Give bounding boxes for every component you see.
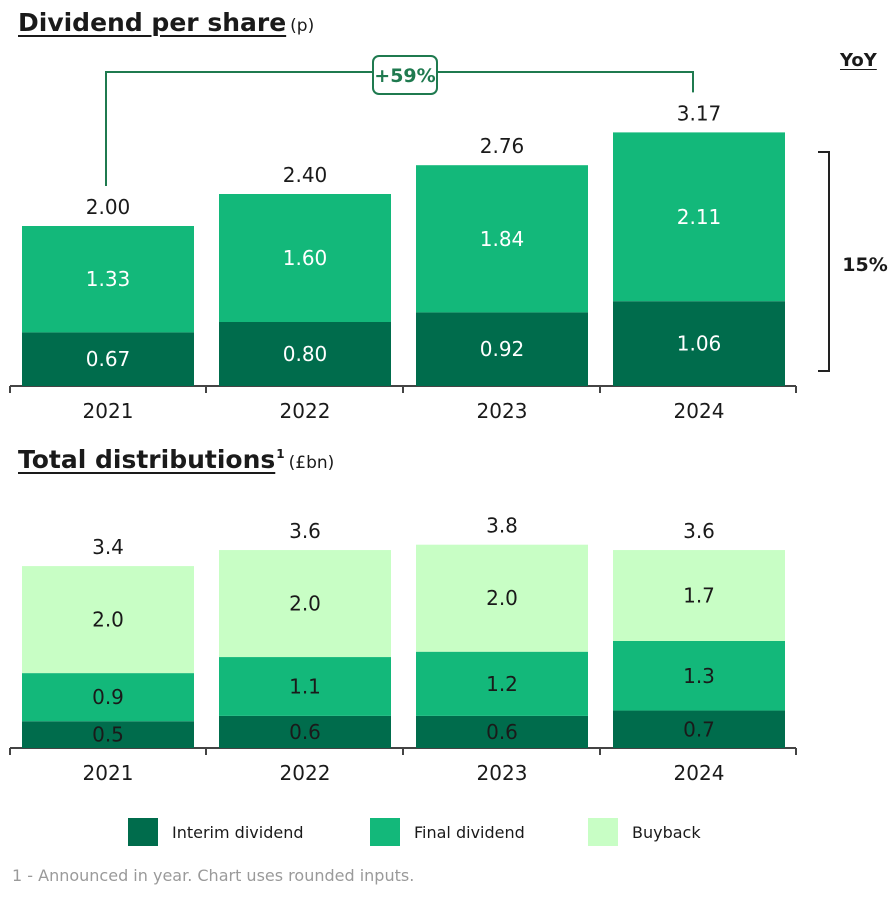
chart1-category-label-2023: 2023 xyxy=(477,399,528,423)
chart1-data-label-final-dividend-2024: 2.11 xyxy=(677,205,722,229)
dps-unit: (p) xyxy=(290,16,315,36)
legend-item-buyback: Buyback xyxy=(588,818,701,846)
chart2-total-label-2023: 3.8 xyxy=(486,514,518,538)
dist-title-footnote-mark: 1 xyxy=(276,447,285,461)
chart1-bar-final-dividend-2023 xyxy=(416,165,588,313)
footnote: 1 - Announced in year. Chart uses rounde… xyxy=(12,866,415,885)
legend-item-final: Final dividend xyxy=(370,818,525,846)
legend-item-interim: Interim dividend xyxy=(128,818,303,846)
chart2-data-label-final-dividend-2021: 0.9 xyxy=(92,685,124,709)
chart1-total-label-2024: 3.17 xyxy=(677,101,722,125)
chart2-data-label-final-dividend-2022: 1.1 xyxy=(289,674,321,698)
chart2-category-label-2024: 2024 xyxy=(674,761,725,785)
chart2-data-label-final-dividend-2024: 1.3 xyxy=(683,664,715,688)
chart1-bar-interim-dividend-2021 xyxy=(22,332,194,386)
chart2-bar-buyback-2022 xyxy=(219,550,391,658)
chart1-total-label-2021: 2.00 xyxy=(86,195,131,219)
chart2-category-label-2022: 2022 xyxy=(280,761,331,785)
chart1-data-label-final-dividend-2022: 1.60 xyxy=(283,246,328,270)
legend-label-final: Final dividend xyxy=(414,822,525,842)
chart2-data-label-buyback-2021: 2.0 xyxy=(92,608,124,632)
chart2-data-label-buyback-2023: 2.0 xyxy=(486,586,518,610)
chart2-data-label-final-dividend-2023: 1.2 xyxy=(486,672,518,696)
chart2-bar-interim-dividend-2022 xyxy=(219,715,391,748)
chart1-category-label-2021: 2021 xyxy=(83,399,134,423)
growth-badge-box xyxy=(372,55,438,95)
growth-badge-label: +59% xyxy=(374,65,435,87)
dps-chart-title: Dividend per share (p) xyxy=(18,8,314,37)
chart1-total-label-2022: 2.40 xyxy=(283,163,328,187)
chart1-data-label-interim-dividend-2022: 0.80 xyxy=(283,342,328,366)
chart2-total-label-2022: 3.6 xyxy=(289,519,321,543)
chart2-bar-final-dividend-2022 xyxy=(219,657,391,716)
chart2-data-label-buyback-2022: 2.0 xyxy=(289,592,321,616)
legend-swatch-interim xyxy=(128,818,158,846)
legend-label-interim: Interim dividend xyxy=(172,822,304,842)
chart2-data-label-interim-dividend-2021: 0.5 xyxy=(92,723,124,747)
chart2-data-label-interim-dividend-2023: 0.6 xyxy=(486,720,518,744)
chart1-data-label-final-dividend-2023: 1.84 xyxy=(480,227,525,251)
chart2-data-label-buyback-2024: 1.7 xyxy=(683,584,715,608)
chart1-data-label-interim-dividend-2024: 1.06 xyxy=(677,332,722,356)
yoy-bracket-line xyxy=(818,151,830,372)
chart1-bar-final-dividend-2022 xyxy=(219,194,391,322)
legend-swatch-final xyxy=(370,818,400,846)
chart1-data-label-interim-dividend-2021: 0.67 xyxy=(86,347,131,371)
chart2-data-label-interim-dividend-2024: 0.7 xyxy=(683,717,715,741)
chart2-category-label-2021: 2021 xyxy=(83,761,134,785)
chart2-bar-interim-dividend-2024 xyxy=(613,710,785,748)
chart2-bar-buyback-2024 xyxy=(613,550,785,641)
chart1-data-label-interim-dividend-2023: 0.92 xyxy=(480,337,525,361)
chart1-data-label-final-dividend-2021: 1.33 xyxy=(86,267,131,291)
chart2-bar-final-dividend-2023 xyxy=(416,651,588,716)
chart2-total-label-2024: 3.6 xyxy=(683,519,715,543)
chart1-total-label-2023: 2.76 xyxy=(480,134,525,158)
chart2-bar-buyback-2023 xyxy=(416,544,588,652)
dist-chart-title: Total distributions1 (£bn) xyxy=(18,445,334,474)
chart1-bar-interim-dividend-2024 xyxy=(613,301,785,386)
dist-unit: (£bn) xyxy=(288,453,335,473)
chart1-bar-final-dividend-2021 xyxy=(22,226,194,333)
chart1-bar-final-dividend-2024 xyxy=(613,132,785,302)
dps-title-text: Dividend per share xyxy=(18,8,287,37)
chart2-bar-interim-dividend-2021 xyxy=(22,721,194,748)
chart1-bar-interim-dividend-2023 xyxy=(416,312,588,386)
chart1-category-label-2022: 2022 xyxy=(280,399,331,423)
chart2-bar-interim-dividend-2023 xyxy=(416,715,588,748)
chart2-data-label-interim-dividend-2022: 0.6 xyxy=(289,720,321,744)
chart2-bar-final-dividend-2021 xyxy=(22,673,194,722)
legend: Interim dividend Final dividend Buyback xyxy=(0,818,894,850)
legend-swatch-buyback xyxy=(588,818,618,846)
yoy-value-label: 15% xyxy=(842,254,887,276)
yoy-heading: YoY xyxy=(840,50,877,71)
chart1-category-label-2024: 2024 xyxy=(674,399,725,423)
dist-title-text: Total distributions xyxy=(18,445,276,474)
chart2-total-label-2021: 3.4 xyxy=(92,535,124,559)
chart1-bar-interim-dividend-2022 xyxy=(219,322,391,386)
chart2-bar-buyback-2021 xyxy=(22,566,194,674)
chart2-bar-final-dividend-2024 xyxy=(613,641,785,711)
chart2-category-label-2023: 2023 xyxy=(477,761,528,785)
legend-label-buyback: Buyback xyxy=(632,822,701,842)
